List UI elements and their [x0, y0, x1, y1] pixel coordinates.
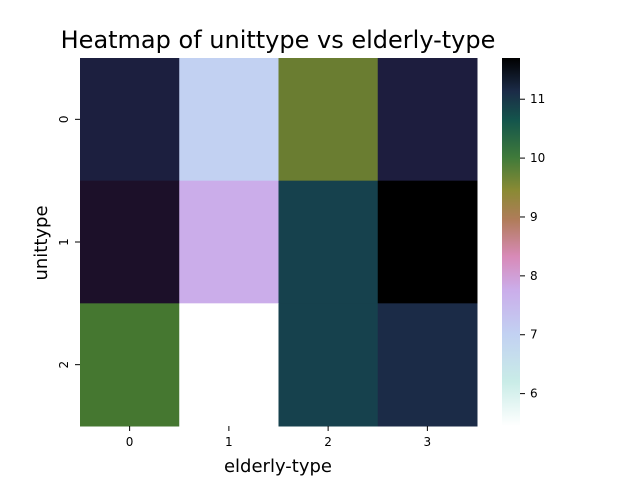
- colorbar-tick-label: 8: [530, 269, 538, 283]
- heatmap-cell-r1-c1: [179, 180, 279, 304]
- heatmap-cell-r0-c3: [377, 58, 478, 182]
- heatmap-cell-r0-c2: [278, 58, 379, 182]
- y-axis-label: unittype: [31, 205, 52, 280]
- y-axis-ticks: 0 1 2: [57, 116, 80, 369]
- colorbar-tick-label: 7: [530, 328, 538, 342]
- heatmap-cell-r2-c2: [278, 303, 379, 427]
- colorbar: [502, 58, 520, 426]
- heatmap-cell-r0-c0: [80, 58, 180, 182]
- colorbar-tick-label: 6: [530, 387, 538, 401]
- heatmap-cell-r2-c3: [377, 303, 478, 427]
- y-tick-label: 1: [57, 238, 71, 246]
- heatmap-cell-r0-c1: [179, 58, 279, 182]
- x-tick-label: 1: [225, 435, 233, 449]
- heatmap-cell-r2-c1: [179, 303, 279, 427]
- x-tick-label: 0: [126, 435, 134, 449]
- x-tick-label: 3: [424, 435, 432, 449]
- heatmap-cell-r1-c2: [278, 180, 379, 304]
- x-axis-label: elderly-type: [224, 456, 332, 477]
- y-tick-label: 2: [57, 361, 71, 369]
- x-tick-label: 2: [324, 435, 332, 449]
- colorbar-tick-label: 10: [530, 151, 545, 165]
- heatmap-cell-r2-c0: [80, 303, 180, 427]
- heatmap-cell-r1-c0: [80, 180, 180, 304]
- colorbar-ticks: 6 7 8 9 10 11: [520, 92, 545, 401]
- chart-title: Heatmap of unittype vs elderly-type: [61, 26, 496, 54]
- x-axis-ticks: 0 1 2 3: [126, 426, 431, 449]
- heatmap-cells: [80, 58, 478, 427]
- y-tick-label: 0: [57, 116, 71, 124]
- colorbar-tick-label: 9: [530, 210, 538, 224]
- colorbar-tick-label: 11: [530, 92, 545, 106]
- heatmap-cell-r1-c3: [377, 180, 478, 304]
